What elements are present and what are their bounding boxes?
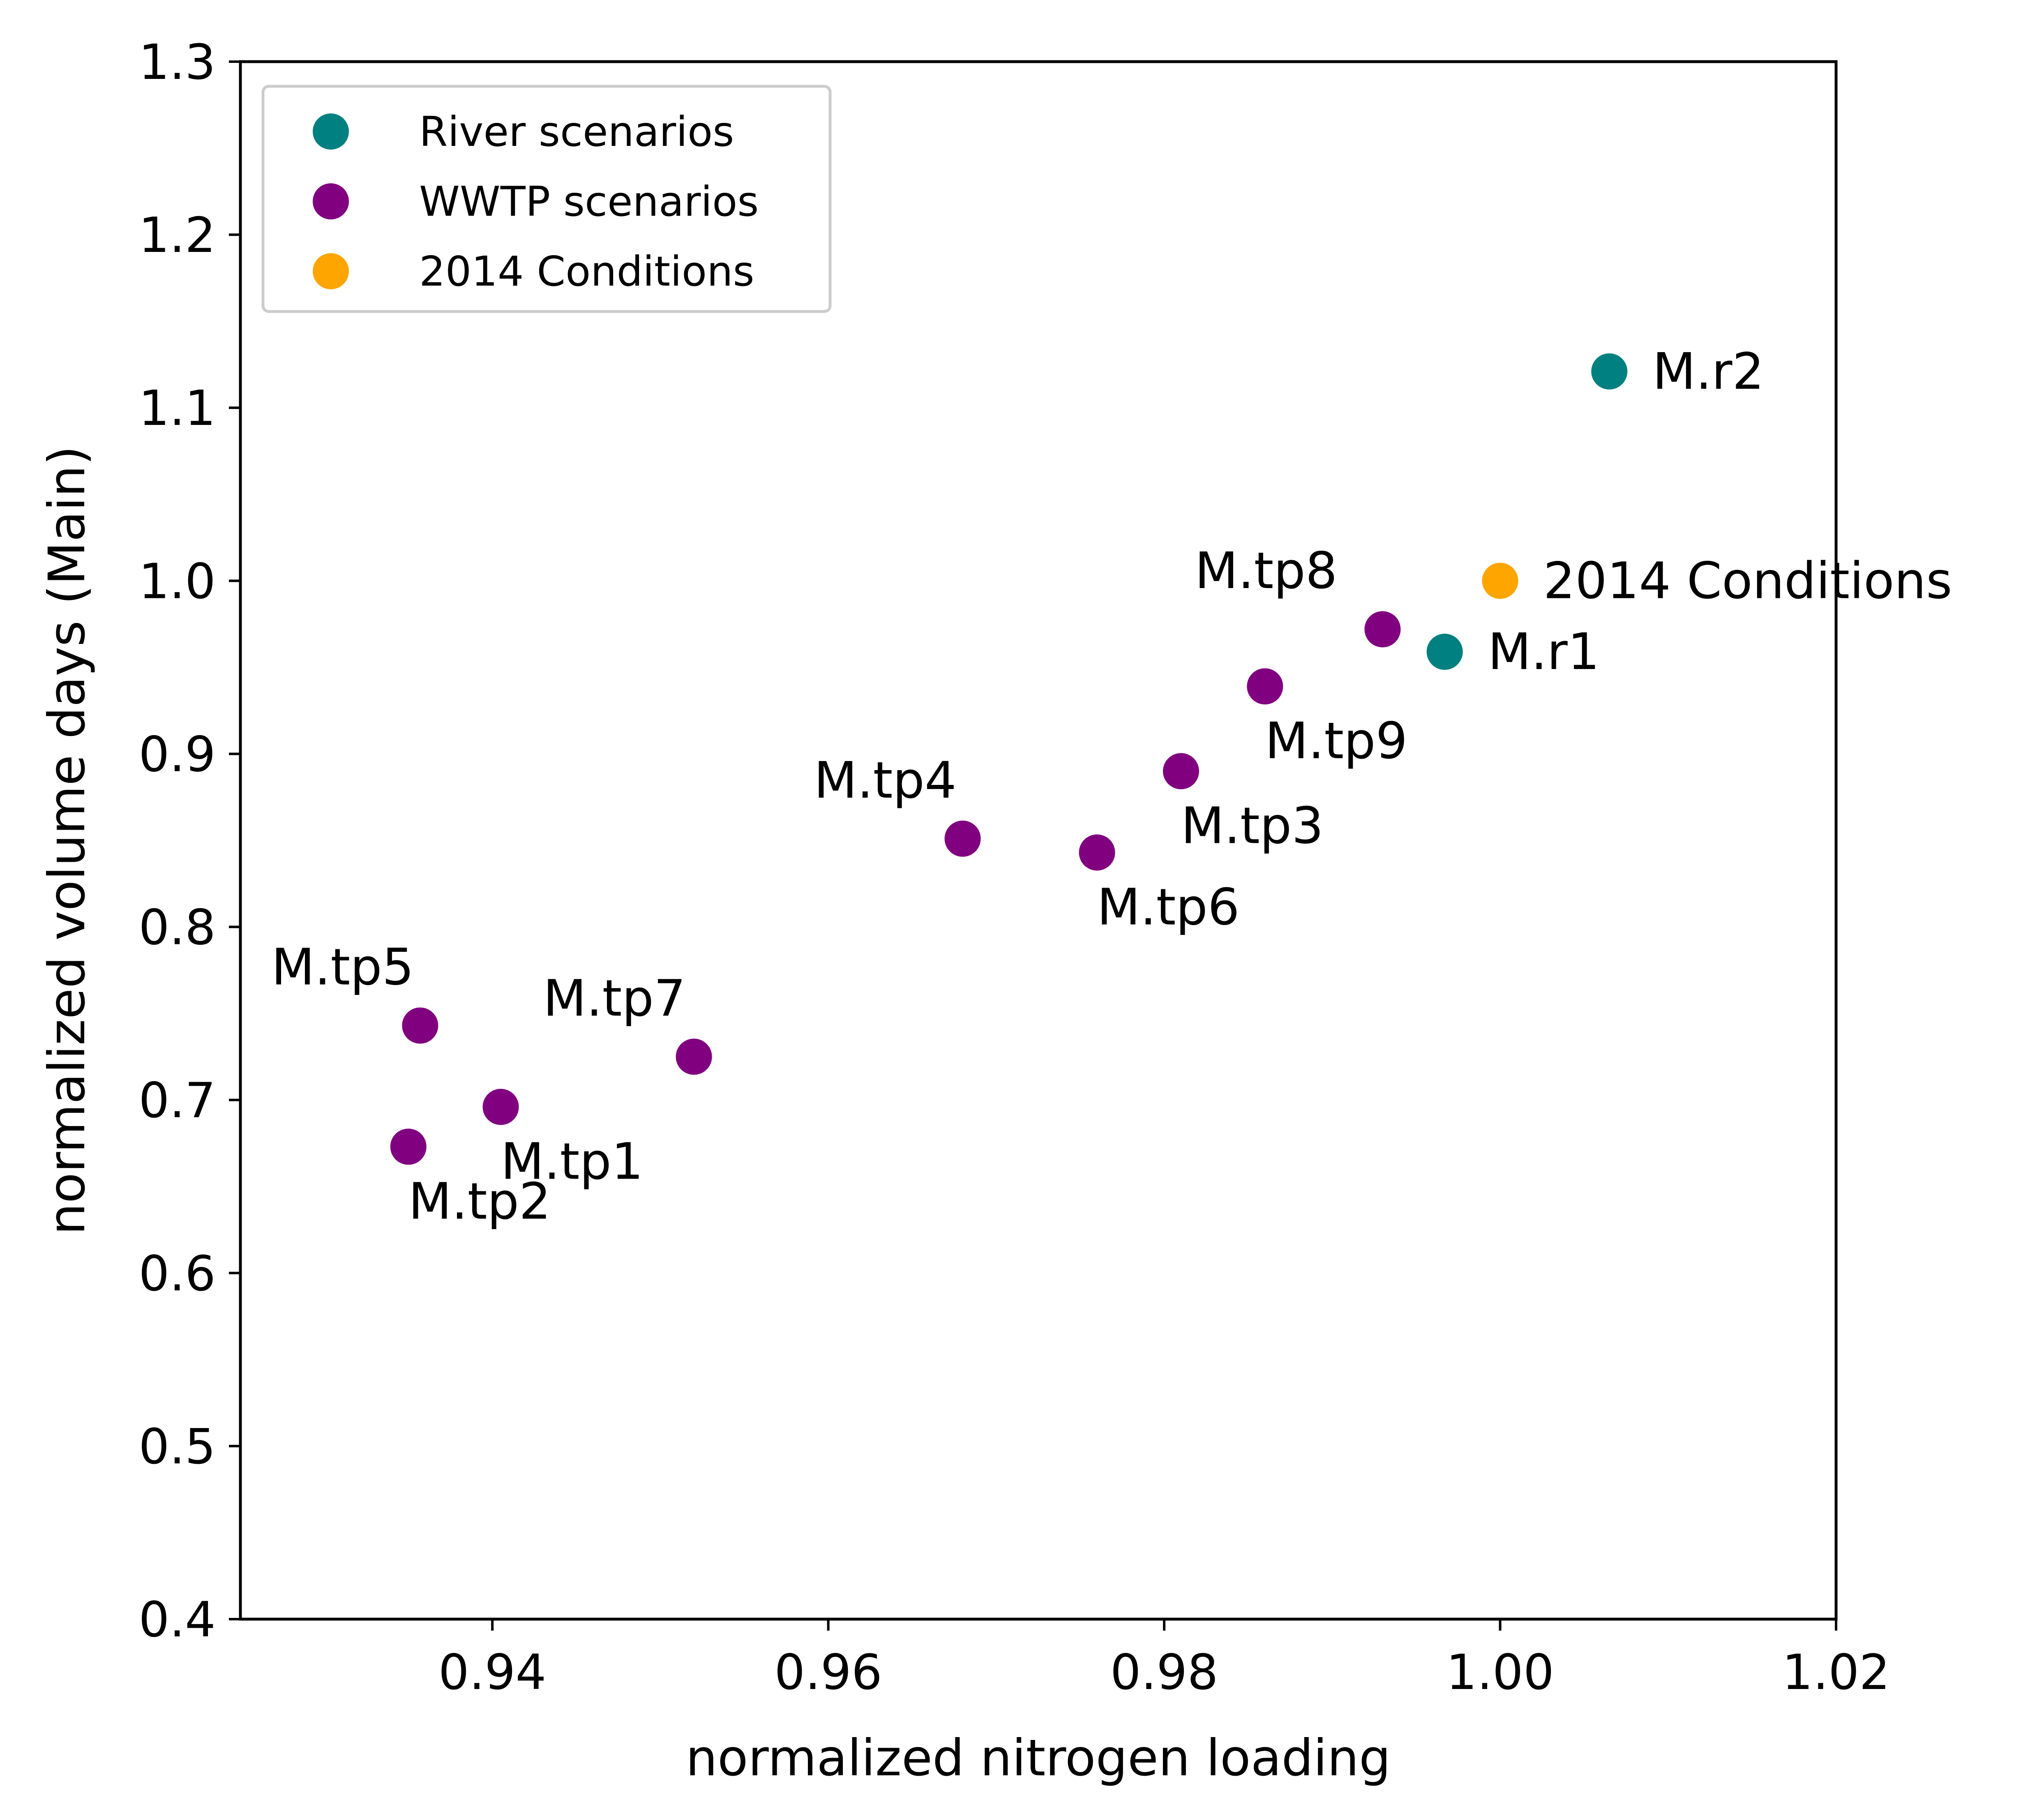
point-label: M.tp5 xyxy=(271,938,414,997)
point-label: M.r2 xyxy=(1652,342,1764,401)
x-tick-label: 0.98 xyxy=(1110,1644,1218,1701)
point-m-r2 xyxy=(1591,353,1628,390)
x-tick-label: 0.96 xyxy=(774,1644,882,1701)
y-tick-label: 1.2 xyxy=(138,207,216,263)
legend-entry: River scenarios xyxy=(419,108,734,156)
y-axis-label: normalized volume days (Main) xyxy=(38,446,96,1235)
y-tick-label: 0.5 xyxy=(138,1418,216,1475)
point-label: M.tp9 xyxy=(1265,712,1407,770)
point-m-tp7 xyxy=(676,1038,712,1075)
point-label: M.tp2 xyxy=(408,1172,551,1230)
y-tick-label: 1.0 xyxy=(138,553,216,609)
point-m-tp2 xyxy=(390,1128,427,1165)
point-m-tp3 xyxy=(1163,753,1199,789)
y-tick-label: 0.6 xyxy=(138,1245,216,1302)
point-m-r1 xyxy=(1426,633,1463,670)
y-tick-label: 0.9 xyxy=(138,726,216,782)
y-tick-label: 1.3 xyxy=(138,34,216,90)
point-label: M.tp7 xyxy=(543,969,686,1027)
y-tick-label: 0.7 xyxy=(138,1072,216,1129)
point-m-tp9 xyxy=(1247,668,1283,705)
legend-marker xyxy=(313,183,349,219)
legend: River scenarios WWTP scenarios 2014 Condit… xyxy=(261,85,832,313)
y-tick-label: 1.1 xyxy=(138,380,216,436)
x-tick-label: 0.94 xyxy=(438,1644,547,1701)
point-m-tp5 xyxy=(402,1007,438,1044)
legend-marker xyxy=(313,253,349,289)
axes-frame xyxy=(239,60,1838,1621)
point-m-tp8 xyxy=(1364,611,1401,648)
x-tick-label: 1.02 xyxy=(1782,1644,1890,1701)
point-2014-conditions xyxy=(1482,563,1518,599)
point-label: M.tp4 xyxy=(814,751,957,810)
point-m-tp6 xyxy=(1079,834,1115,871)
legend-marker xyxy=(313,113,349,150)
x-tick-label: 1.00 xyxy=(1446,1644,1554,1701)
point-label: M.r1 xyxy=(1488,623,1600,681)
x-axis-label: normalized nitrogen loading xyxy=(686,1729,1391,1787)
point-label: M.tp1 xyxy=(501,1133,644,1191)
plot-area: M.r2 M.r1 M.tp8 M.tp9 M.tp3 M.tp4 M.tp6 M.tp5 M.… xyxy=(271,342,1952,1231)
legend-entry: 2014 Conditions xyxy=(419,247,754,295)
point-label: M.tp3 xyxy=(1181,797,1324,855)
legend-entry: WWTP scenarios xyxy=(419,178,759,226)
point-m-tp1 xyxy=(482,1089,519,1125)
point-label: 2014 Conditions xyxy=(1543,551,1952,610)
axes: 0.94 0.96 0.98 1.00 1.02 0.4 0.5 0.6 0.7 0.8 0.9 1.… xyxy=(38,34,1890,1787)
point-m-tp4 xyxy=(944,820,981,857)
legend-box xyxy=(261,85,832,313)
point-label: M.tp8 xyxy=(1195,542,1337,600)
point-label: M.tp6 xyxy=(1097,878,1240,936)
y-tick-label: 0.4 xyxy=(138,1591,216,1648)
y-tick-label: 0.8 xyxy=(138,899,216,956)
